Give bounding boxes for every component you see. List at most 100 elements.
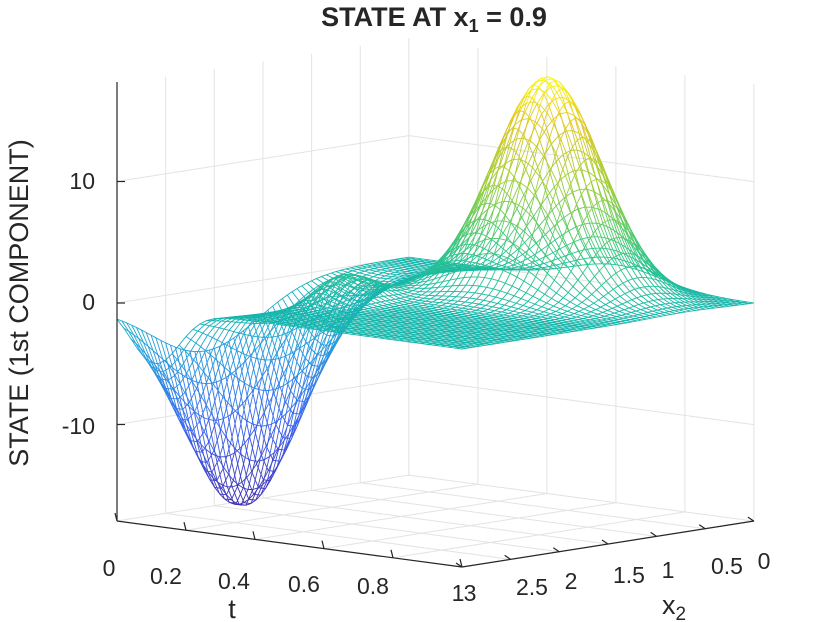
mesh-line	[659, 275, 668, 285]
mesh-line	[530, 140, 538, 148]
mesh-line	[542, 281, 550, 289]
mesh-line	[632, 277, 638, 280]
mesh-line	[191, 379, 198, 383]
mesh-line	[588, 305, 596, 311]
mesh-line	[461, 258, 468, 270]
mesh-line	[478, 226, 484, 243]
mesh-line	[306, 280, 312, 284]
mesh-line	[332, 303, 338, 307]
mesh-line	[685, 295, 693, 300]
mesh-line	[258, 412, 265, 422]
mesh-line	[439, 302, 447, 304]
mesh-line	[562, 150, 571, 155]
mesh-line	[438, 268, 447, 274]
mesh-line	[303, 295, 312, 310]
mesh-line	[614, 219, 623, 238]
mesh-line	[237, 412, 243, 418]
mesh-line	[206, 383, 214, 421]
mesh-line	[209, 479, 216, 488]
mesh-line	[175, 346, 181, 350]
mesh-line	[277, 356, 286, 389]
mesh-line	[465, 260, 471, 263]
mesh-line	[475, 262, 481, 265]
mesh-line	[530, 276, 537, 286]
mesh-line	[269, 421, 277, 457]
mesh-line	[565, 120, 571, 129]
mesh-line	[658, 286, 664, 288]
mesh-line	[352, 295, 358, 299]
mesh-line	[347, 299, 355, 305]
mesh-line	[512, 108, 520, 120]
mesh-line	[566, 215, 573, 228]
mesh-line	[504, 166, 510, 172]
mesh-line	[591, 289, 597, 295]
mesh-line	[619, 293, 626, 297]
mesh-line	[476, 226, 484, 232]
mesh-line	[549, 287, 557, 294]
mesh-line	[294, 347, 301, 352]
mesh-line	[349, 303, 355, 306]
mesh-line	[288, 363, 296, 380]
mesh-line	[554, 227, 563, 241]
mesh-line	[431, 286, 439, 289]
mesh-line	[511, 158, 519, 161]
mesh-line	[414, 293, 422, 296]
mesh-line	[482, 310, 490, 314]
mesh-line	[567, 286, 574, 293]
mesh-line	[453, 300, 459, 305]
mesh-line	[446, 300, 452, 304]
mesh-line	[471, 302, 479, 305]
mesh-line	[444, 299, 452, 301]
mesh-line	[455, 238, 461, 251]
mesh-line	[598, 208, 606, 214]
mesh-line	[553, 118, 559, 137]
mesh-line	[600, 179, 609, 201]
mesh-line	[580, 122, 587, 140]
mesh-line	[288, 354, 294, 365]
mesh-line	[499, 266, 507, 269]
mesh-line	[291, 291, 300, 302]
mesh-line	[224, 498, 230, 503]
mesh-line	[528, 118, 536, 123]
mesh-line	[460, 230, 468, 240]
mesh-line	[255, 484, 264, 501]
mesh-line	[302, 365, 308, 371]
mesh-line	[607, 200, 613, 204]
mesh-line	[432, 298, 438, 303]
mesh-line	[665, 292, 674, 299]
mesh-line	[486, 278, 492, 288]
mesh-line	[451, 296, 457, 301]
mesh-line	[325, 303, 333, 307]
mesh-line	[575, 254, 582, 264]
mesh-line	[565, 305, 573, 310]
mesh-line	[499, 238, 507, 241]
mesh-line	[409, 293, 415, 297]
mesh-line	[258, 359, 267, 390]
mesh-line	[359, 285, 365, 288]
mesh-line	[494, 310, 502, 313]
mesh-line	[527, 313, 535, 317]
mesh-line	[606, 201, 613, 219]
mesh-line	[547, 273, 555, 281]
mesh-line	[587, 213, 596, 232]
mesh-line	[380, 269, 388, 272]
mesh-line	[551, 251, 558, 264]
mesh-line	[588, 171, 596, 178]
mesh-line	[509, 124, 515, 144]
mesh-line	[384, 285, 392, 292]
mesh-line	[463, 276, 471, 279]
mesh-line	[478, 303, 486, 306]
mesh-line	[452, 255, 459, 266]
mesh-line	[522, 305, 531, 309]
mesh-line	[495, 296, 503, 300]
mesh-line	[531, 238, 539, 247]
mesh-line	[340, 269, 348, 273]
mesh-line	[563, 251, 570, 263]
mesh-line	[558, 261, 565, 272]
mesh-line	[653, 299, 659, 301]
mesh-line	[523, 88, 530, 97]
mesh-line	[694, 301, 702, 305]
mesh-line	[630, 244, 637, 255]
mesh-line	[647, 262, 656, 274]
mesh-line	[281, 433, 290, 459]
